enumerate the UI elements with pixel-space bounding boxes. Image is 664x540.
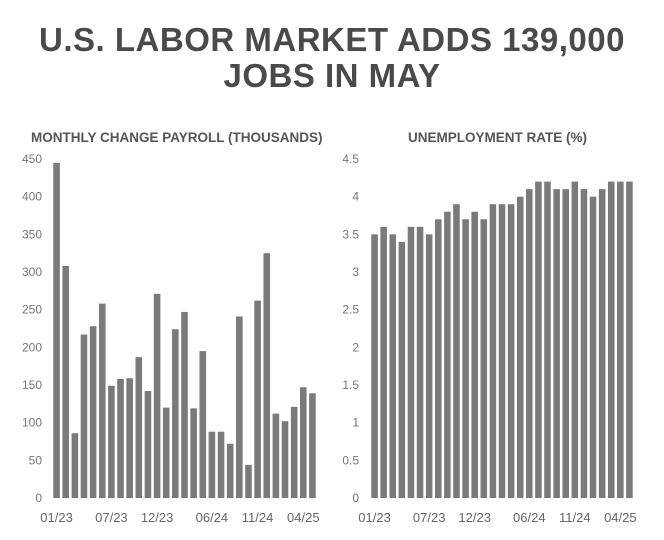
unemployment-xtick-label: 12/23	[458, 510, 491, 525]
payroll-bar	[199, 351, 207, 498]
unemployment-bar	[498, 204, 506, 498]
unemployment-ytick-label: 0.5	[342, 453, 359, 467]
unemployment-ytick-label: 4.5	[342, 152, 359, 166]
unemployment-bar	[425, 234, 433, 498]
payroll-chart: 0 50 100 150 200 250 300 350 400 450 01/23 07/23 12/…	[22, 152, 320, 525]
unemployment-xtick-label: 01/23	[358, 510, 391, 525]
unemployment-bar	[462, 219, 469, 498]
unemployment-ytick-label: 0	[352, 491, 359, 505]
unemployment-bar	[507, 204, 515, 498]
payroll-ytick-label: 150	[22, 378, 42, 392]
unemployment-bar	[471, 211, 478, 499]
payroll-bar	[71, 433, 79, 498]
payroll-xtick-label: 01/23	[40, 510, 73, 525]
unemployment-bar	[398, 241, 406, 498]
unemployment-bar	[526, 189, 533, 498]
payroll-bar	[153, 293, 161, 498]
payroll-bar	[263, 253, 271, 498]
unemployment-ytick-label: 1	[352, 416, 359, 430]
payroll-bar	[98, 303, 106, 498]
payroll-bar	[254, 300, 261, 498]
payroll-bar	[172, 329, 179, 498]
unemployment-ytick-label: 2.5	[342, 303, 359, 317]
unemployment-bar	[407, 226, 415, 499]
payroll-bar	[117, 378, 124, 498]
payroll-ytick-label: 100	[22, 416, 42, 430]
payroll-ytick-label: 400	[22, 190, 42, 204]
payroll-ytick-label: 50	[29, 453, 43, 467]
payroll-ytick-label: 350	[22, 227, 42, 241]
payroll-bar	[272, 413, 280, 498]
unemployment-bar	[435, 219, 442, 498]
unemployment-ytick-label: 4	[352, 190, 359, 204]
unemployment-ytick-label: 3	[352, 265, 359, 279]
payroll-xtick-label: 12/23	[141, 510, 174, 525]
unemployment-bar	[589, 196, 597, 499]
payroll-ytick-label: 200	[22, 340, 42, 354]
unemployment-bar	[535, 181, 542, 498]
payroll-xtick-label: 04/25	[287, 510, 320, 525]
payroll-bar	[208, 431, 216, 498]
page-title: U.S. LABOR MARKET ADDS 139,000 JOBS IN M…	[0, 22, 664, 94]
unemployment-xtick-label: 06/24	[513, 510, 546, 525]
title-line-1: U.S. LABOR MARKET ADDS 139,000	[39, 21, 625, 58]
payroll-bar	[181, 311, 188, 498]
unemployment-bar	[516, 196, 524, 499]
payroll-bar	[89, 326, 97, 498]
payroll-chart-title: MONTHLY CHANGE PAYROLL (THOUSANDS)	[31, 130, 323, 145]
payroll-bar	[300, 387, 307, 498]
unemployment-chart: 0 0.5 1 1.5 2 2.5 3 3.5 4 4.5 01/23 07/23 12/23 06/24…	[342, 152, 636, 525]
payroll-ytick-label: 250	[22, 303, 42, 317]
unemployment-bar	[626, 181, 633, 498]
unemployment-bar	[489, 204, 497, 498]
payroll-ytick-label: 0	[35, 491, 42, 505]
payroll-xtick-label: 06/24	[196, 510, 229, 525]
payroll-bar	[290, 406, 298, 498]
payroll-bar	[62, 265, 69, 498]
unemployment-bar	[562, 189, 569, 498]
unemployment-bar	[371, 234, 378, 498]
unemployment-bar	[571, 181, 579, 498]
payroll-bar	[108, 385, 115, 498]
payroll-xtick-label: 07/23	[95, 510, 128, 525]
unemployment-xtick-label: 04/25	[604, 510, 637, 525]
unemployment-bar	[617, 181, 624, 498]
payroll-bar	[126, 378, 133, 498]
unemployment-chart-title: UNEMPLOYMENT RATE (%)	[408, 130, 587, 145]
payroll-bar	[281, 421, 289, 498]
payroll-bar	[144, 391, 152, 498]
payroll-bar	[135, 357, 143, 498]
payroll-bar	[245, 464, 252, 498]
payroll-ytick-label: 450	[22, 152, 42, 166]
payroll-bar	[217, 431, 225, 498]
unemployment-bar	[453, 204, 460, 498]
unemployment-bar	[544, 181, 551, 498]
title-line-2: JOBS IN MAY	[223, 57, 441, 94]
unemployment-xtick-label: 07/23	[413, 510, 446, 525]
payroll-bar	[236, 316, 243, 498]
payroll-bar	[53, 162, 60, 498]
payroll-xtick-label: 11/24	[242, 510, 274, 525]
unemployment-ytick-label: 2	[352, 340, 359, 354]
unemployment-ytick-label: 3.5	[342, 227, 359, 241]
unemployment-bar	[607, 181, 615, 498]
unemployment-bar	[598, 189, 606, 498]
payroll-bar	[309, 393, 316, 498]
unemployment-bar	[380, 226, 387, 499]
unemployment-bar	[444, 211, 451, 499]
payroll-bar	[190, 408, 197, 498]
payroll-bar	[162, 407, 170, 498]
unemployment-ytick-label: 1.5	[342, 378, 359, 392]
payroll-ytick-label: 300	[22, 265, 42, 279]
payroll-bar	[80, 334, 88, 498]
unemployment-bar	[389, 234, 397, 498]
unemployment-bar	[480, 219, 488, 498]
unemployment-bar	[553, 189, 560, 498]
unemployment-xtick-label: 11/24	[559, 510, 591, 525]
unemployment-bar	[580, 189, 588, 498]
payroll-bar	[226, 443, 234, 498]
unemployment-bar	[416, 226, 424, 499]
